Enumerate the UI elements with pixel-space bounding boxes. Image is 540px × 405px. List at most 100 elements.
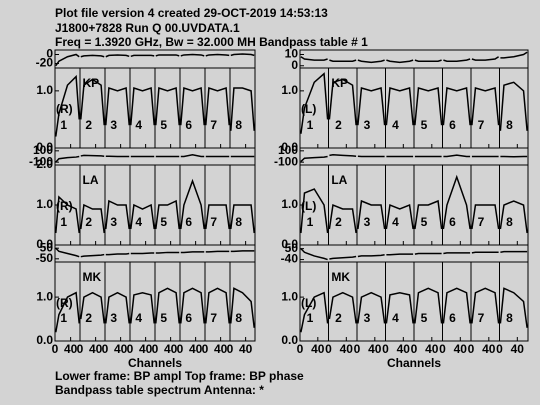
- antenna-label: MK: [331, 270, 350, 284]
- x-tick-label: 40: [482, 342, 496, 356]
- x-tick-label: 40: [340, 342, 354, 356]
- y-tick-label: 1.0: [36, 289, 53, 303]
- amp-line: [230, 204, 255, 234]
- phase-line: [386, 253, 414, 256]
- amp-line: [55, 195, 80, 234]
- x-tick-label: 40: [397, 342, 411, 356]
- amp-line: [499, 287, 528, 328]
- amp-line: [205, 204, 230, 230]
- x-tick-label: 0: [297, 342, 304, 356]
- amp-line: [300, 291, 329, 333]
- phase-line: [230, 250, 255, 253]
- if-label: 3: [110, 311, 117, 325]
- if-label: 7: [478, 215, 485, 229]
- if-label: 8: [235, 118, 242, 132]
- phase-tick-label: 100: [33, 143, 53, 157]
- amp-line: [55, 74, 80, 137]
- phase-line: [443, 154, 471, 158]
- amp-line: [130, 86, 155, 126]
- phase-tick-label: 100: [278, 143, 298, 157]
- if-label: 3: [110, 215, 117, 229]
- amp-line: [105, 86, 130, 126]
- y-tick-label: 0.0: [36, 237, 53, 251]
- antenna-label: LA: [83, 173, 99, 187]
- amp-line: [385, 291, 414, 324]
- amp-line: [442, 287, 471, 324]
- amp-line: [471, 87, 500, 126]
- amp-line: [328, 291, 357, 324]
- if-label: 8: [506, 311, 513, 325]
- if-label: 1: [307, 118, 314, 132]
- x-tick-label: 0: [52, 342, 59, 356]
- x-tick-label: 0: [77, 342, 84, 356]
- if-label: 7: [210, 118, 217, 132]
- y-tick-label: 1.0: [36, 197, 53, 211]
- phase-tick-label: 50: [285, 241, 299, 255]
- if-label: 5: [160, 118, 167, 132]
- phase-line: [414, 252, 442, 255]
- x-tick-label: 0: [177, 342, 184, 356]
- phase-line: [471, 251, 499, 254]
- amp-line: [155, 86, 180, 126]
- amp-line: [357, 199, 386, 230]
- if-label: 4: [392, 118, 399, 132]
- if-label: 1: [60, 118, 67, 132]
- if-label: 7: [478, 118, 485, 132]
- phase-line: [180, 53, 205, 57]
- if-label: 8: [235, 311, 242, 325]
- x-tick-label: 0: [102, 342, 109, 356]
- phase-line: [500, 250, 528, 254]
- if-label: 7: [478, 311, 485, 325]
- amp-line: [205, 86, 230, 126]
- if-label: 4: [392, 311, 399, 325]
- if-label: 1: [60, 311, 67, 325]
- phase-line: [80, 253, 105, 258]
- if-label: 6: [185, 118, 192, 132]
- x-tick-label: 40: [189, 342, 203, 356]
- phase-line: [55, 53, 80, 67]
- x-tick-label: 0: [382, 342, 389, 356]
- x-tick-label: 0: [439, 342, 446, 356]
- amp-line: [105, 199, 130, 230]
- x-tick-label: 40: [164, 342, 178, 356]
- amp-line: [105, 291, 130, 324]
- x-tick-label: 0: [202, 342, 209, 356]
- if-label: 5: [160, 215, 167, 229]
- amp-line: [230, 87, 255, 131]
- x-tick-label: 40: [454, 342, 468, 356]
- if-label: 2: [85, 215, 92, 229]
- phase-line: [230, 53, 255, 57]
- x-tick-label: 0: [354, 342, 361, 356]
- if-label: 7: [210, 311, 217, 325]
- phase-line: [205, 250, 230, 253]
- x-tick-label: 40: [64, 342, 78, 356]
- y-tick-label: 0.0: [281, 140, 298, 154]
- y-tick-label: 2.0: [36, 157, 53, 171]
- x-axis-label: Channels: [128, 356, 182, 370]
- phase-line: [329, 154, 357, 157]
- phase-line: [55, 247, 80, 258]
- x-tick-label: 40: [239, 342, 253, 356]
- amp-line: [414, 287, 443, 324]
- amp-line: [499, 200, 528, 234]
- phase-line: [357, 253, 385, 258]
- polarization-label: (R): [56, 102, 73, 116]
- amp-line: [471, 204, 500, 230]
- if-label: 3: [364, 215, 371, 229]
- y-tick-label: 0.0: [36, 333, 53, 347]
- phase-tick-label: 0: [291, 58, 298, 72]
- x-tick-label: 0: [152, 342, 159, 356]
- amp-line: [300, 188, 329, 234]
- y-tick-label: 0.0: [281, 237, 298, 251]
- footer-line: Bandpass table spectrum Antenna: *: [55, 383, 264, 397]
- phase-tick-label: -20: [36, 56, 54, 70]
- phase-line: [155, 251, 180, 254]
- phase-line: [471, 56, 500, 61]
- amp-line: [385, 203, 414, 230]
- x-tick-label: 40: [425, 342, 439, 356]
- phase-line: [80, 54, 105, 58]
- if-label: 6: [449, 215, 456, 229]
- antenna-label: KP: [331, 76, 348, 90]
- if-label: 4: [135, 311, 142, 325]
- y-tick-label: 1.0: [281, 289, 298, 303]
